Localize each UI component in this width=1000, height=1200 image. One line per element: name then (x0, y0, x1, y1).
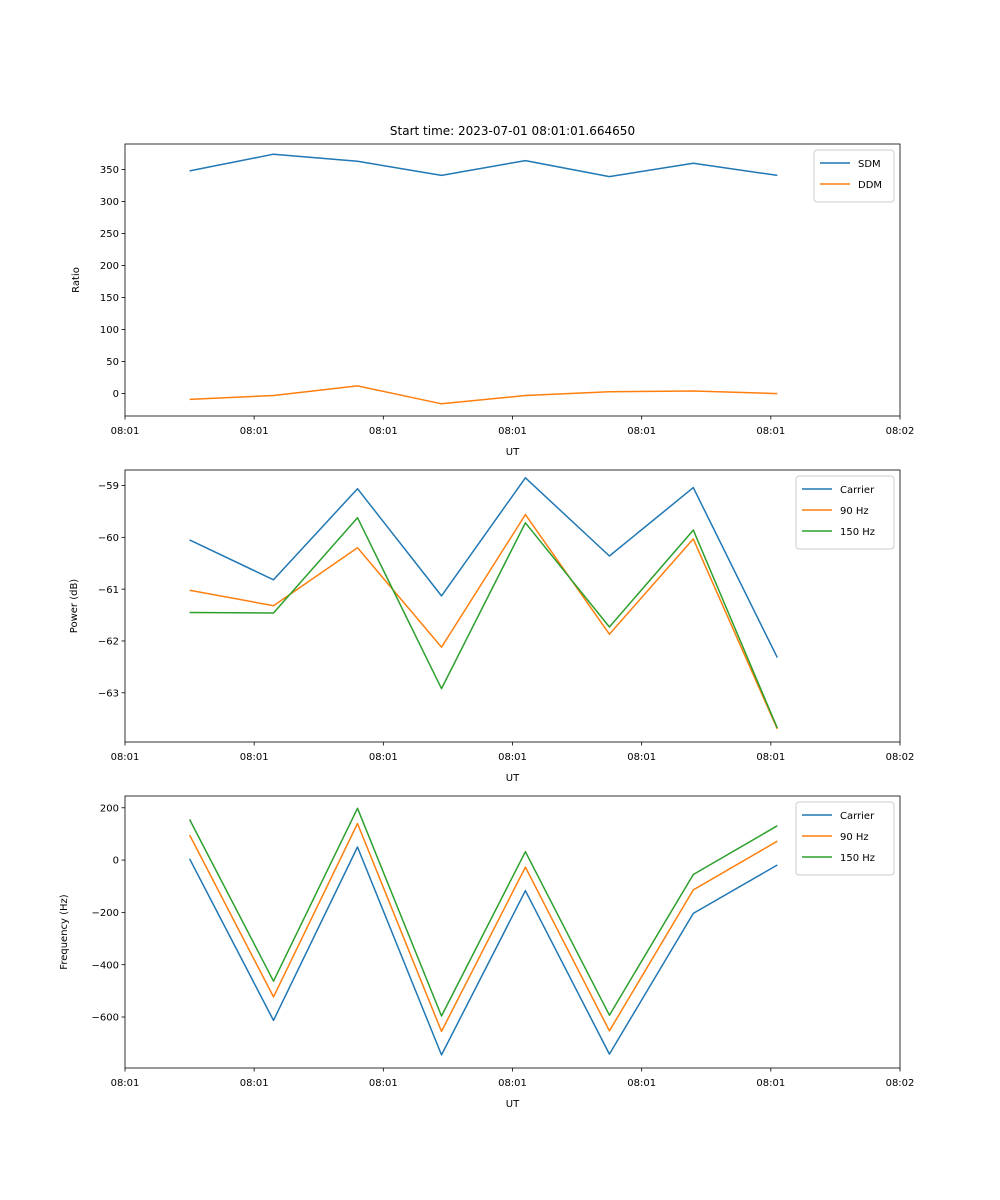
y-tick-label: −60 (98, 533, 119, 544)
x-tick-label: 08:01 (111, 752, 140, 763)
x-tick-label: 08:01 (627, 1078, 656, 1089)
legend-label: DDM (858, 180, 882, 191)
x-axis-label: UT (506, 447, 520, 458)
chart-title: Start time: 2023-07-01 08:01:01.664650 (390, 124, 635, 138)
y-tick-label: 250 (100, 229, 119, 240)
x-axis-label: UT (506, 773, 520, 784)
legend-label: 90 Hz (840, 506, 869, 517)
x-axis-ticks: 08:01 08:01 08:01 08:01 08:01 08:01 08:02 (111, 416, 915, 437)
y-axis-label: Frequency (Hz) (59, 894, 70, 970)
x-axis-ticks: 08:01 08:01 08:01 08:01 08:01 08:01 08:02 (111, 742, 915, 763)
y-tick-label: −61 (98, 585, 119, 596)
legend-label: 150 Hz (840, 853, 875, 864)
y-tick-label: 50 (106, 357, 119, 368)
plot-frame (124, 469, 901, 743)
x-tick-label: 08:01 (756, 426, 785, 437)
x-tick-label: 08:01 (627, 426, 656, 437)
x-tick-label: 08:01 (627, 752, 656, 763)
x-tick-label: 08:01 (240, 426, 269, 437)
series-line-ddm (189, 385, 778, 405)
x-tick-label: 08:01 (111, 1078, 140, 1089)
power-panel: −63−62−61−60−59 08:01 08:01 08:01 08:01 08:0… (69, 469, 915, 784)
x-tick-label: 08:01 (240, 752, 269, 763)
legend-label: 90 Hz (840, 832, 869, 843)
x-axis-ticks: 08:01 08:01 08:01 08:01 08:01 08:01 08:02 (111, 1068, 915, 1089)
plot-frame (124, 795, 901, 1069)
x-tick-label: 08:01 (369, 1078, 398, 1089)
x-tick-label: 08:01 (498, 1078, 527, 1089)
series-line-sdm (189, 153, 778, 178)
y-tick-label: 200 (100, 261, 119, 272)
legend-label: Carrier (840, 811, 875, 822)
series-line-carrier (189, 477, 778, 658)
y-tick-label: −59 (98, 481, 119, 492)
legend-label: 150 Hz (840, 527, 875, 538)
x-tick-label: 08:02 (886, 1078, 915, 1089)
legend-label: Carrier (840, 485, 875, 496)
plot-lines (189, 153, 778, 405)
y-tick-label: 350 (100, 165, 119, 176)
plot-frame (124, 143, 901, 417)
x-tick-label: 08:01 (240, 1078, 269, 1089)
x-tick-label: 08:01 (369, 426, 398, 437)
y-tick-label: −200 (92, 908, 119, 919)
legend-box (813, 149, 895, 203)
series-line-150-hz (189, 516, 778, 729)
y-tick-label: 0 (113, 856, 119, 867)
y-tick-label: 100 (100, 325, 119, 336)
y-axis-label: Power (dB) (69, 579, 80, 634)
series-line-carrier (188, 846, 778, 1056)
y-axis-ticks: −600 −400 −200 0 200 (92, 803, 125, 1024)
x-tick-label: 08:01 (498, 426, 527, 437)
y-tick-label: 150 (100, 293, 119, 304)
plot-lines (188, 807, 778, 1056)
ratio-panel: Start time: 2023-07-01 08:01:01.664650 0… (71, 124, 914, 458)
legend: Carrier 90 Hz 150 Hz (795, 801, 895, 876)
x-tick-label: 08:01 (498, 752, 527, 763)
y-tick-label: −400 (92, 960, 119, 971)
x-tick-label: 08:01 (369, 752, 398, 763)
x-axis-label: UT (506, 1099, 520, 1110)
y-tick-label: 200 (100, 803, 119, 814)
x-tick-label: 08:01 (756, 752, 785, 763)
y-tick-label: 300 (100, 197, 119, 208)
y-tick-label: −63 (98, 688, 119, 699)
legend-label: SDM (858, 159, 881, 170)
y-tick-label: 0 (113, 389, 119, 400)
legend: Carrier 90 Hz 150 Hz (795, 475, 895, 550)
y-axis-label: Ratio (71, 267, 82, 293)
x-tick-label: 08:02 (886, 426, 915, 437)
y-tick-label: −600 (92, 1013, 119, 1024)
legend: SDM DDM (813, 149, 895, 203)
y-axis-ticks: 0 50 100 150 200 250 300 350 (100, 165, 125, 400)
series-line-90-hz (188, 822, 778, 1033)
plot-lines (189, 477, 778, 730)
y-axis-ticks: −63 −62 −61 −60 −59 (98, 481, 125, 699)
series-line-150-hz (188, 807, 778, 1017)
x-tick-label: 08:02 (886, 752, 915, 763)
x-tick-label: 08:01 (756, 1078, 785, 1089)
y-tick-label: −62 (98, 637, 119, 648)
x-tick-label: 08:01 (111, 426, 140, 437)
